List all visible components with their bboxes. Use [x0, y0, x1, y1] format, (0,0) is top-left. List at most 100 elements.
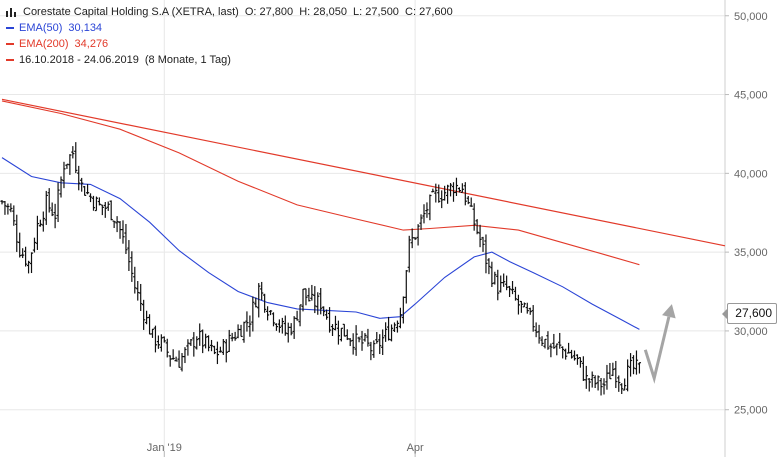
ohlc-bar — [575, 354, 580, 365]
y-tick-label: 45,000 — [734, 90, 768, 102]
x-tick-label: Jan '19 — [147, 442, 182, 454]
ohlc-bar — [360, 330, 364, 351]
ohlc-bar — [605, 364, 609, 390]
ohlc-values: O: 27,800 H: 28,050 L: 27,500 C: 27,600 — [244, 6, 453, 18]
ohlc-bar — [516, 294, 521, 315]
y-tick-label: 30,000 — [734, 326, 768, 338]
ohlc-bar — [614, 360, 618, 389]
ohlc-bar — [103, 202, 107, 218]
ohlc-bar — [561, 346, 565, 359]
ohlc-bar — [74, 142, 78, 174]
ohlc-bar — [268, 310, 273, 316]
ohlc-bar — [398, 307, 402, 329]
ohlc-bar — [183, 347, 187, 364]
ohlc-bar — [558, 332, 562, 349]
ohlc-bar — [286, 322, 290, 343]
ohlc-bar — [522, 302, 526, 308]
ohlc-bar — [404, 270, 408, 304]
ohlc-bar — [384, 322, 388, 342]
ohlc-bar — [443, 185, 447, 201]
ohlc-bar — [389, 324, 394, 342]
ohlc-bar — [599, 377, 603, 396]
ohlc-bar — [481, 236, 485, 252]
ohlc-bar — [115, 216, 119, 233]
ohlc-bar — [626, 359, 630, 392]
ohlc-bar — [451, 182, 456, 202]
ohlc-bar — [448, 183, 453, 197]
ohlc-bar — [469, 197, 473, 207]
ohlc-bar — [94, 196, 99, 212]
ohlc-bar — [348, 338, 352, 347]
ohlc-bar — [519, 300, 523, 313]
ohlc-bar — [345, 329, 349, 341]
ohlc-bar — [386, 316, 391, 341]
ohlc-bar — [325, 309, 329, 320]
ohlc-bar — [254, 297, 258, 308]
ohlc-bar — [265, 306, 270, 321]
ohlc-bar — [413, 237, 417, 240]
ohlc-bar — [0, 200, 4, 205]
ohlc-bar — [212, 345, 217, 355]
ohlc-bar — [569, 349, 574, 359]
ohlc-bar — [77, 165, 81, 191]
ohlc-bar — [133, 266, 137, 294]
ohlc-bar — [71, 146, 75, 159]
ohlc-bar — [369, 341, 373, 361]
ohlc-bar — [608, 362, 612, 380]
ohlc-bar — [602, 378, 606, 395]
ohlc-bar — [484, 234, 488, 274]
ohlc-bar — [540, 336, 544, 347]
x-axis: Jan '19 Apr — [147, 442, 424, 457]
ohlc-bar — [142, 299, 146, 330]
ohlc-bar — [26, 260, 31, 274]
ohlc-bar — [139, 283, 143, 311]
ohlc-bar — [593, 375, 597, 389]
ohlc-bar — [189, 338, 193, 346]
ema50-value: 30,134 — [68, 22, 103, 34]
ohlc-bar — [378, 334, 382, 355]
ohlc-bar — [634, 350, 639, 375]
ohlc-bar — [490, 261, 494, 287]
ohlc-bar — [496, 269, 500, 301]
ohlc-bar — [301, 288, 305, 312]
ohlc-bar — [85, 184, 90, 195]
ohlc-bar — [507, 285, 512, 298]
ohlc-bar — [150, 328, 155, 338]
ohlc-bar — [289, 323, 293, 336]
ohlc-bar — [531, 305, 535, 332]
ohlc-bar — [130, 251, 134, 282]
ohlc-bar — [543, 338, 547, 349]
instrument-title: Corestate Capital Holding S.A (XETRA, la… — [23, 6, 239, 18]
ohlc-bar — [472, 203, 476, 231]
ohlc-bar — [109, 200, 113, 221]
ohlc-bar — [437, 184, 441, 203]
ohlc-bar — [251, 296, 255, 332]
ohlc-bar — [174, 356, 178, 362]
ohlc-bar — [611, 362, 615, 377]
ohlc-bar — [106, 201, 110, 211]
ohlc-bar — [192, 332, 196, 357]
ohlc-bar — [221, 338, 225, 355]
ohlc-bar — [29, 252, 34, 274]
ohlc-bar — [617, 375, 621, 392]
ohlc-bar — [295, 310, 299, 321]
ohlc-bar — [454, 177, 459, 197]
ema200-value: 34,276 — [74, 38, 109, 50]
ohlc-bar — [162, 336, 166, 343]
ohlc-bar — [534, 322, 538, 338]
ohlc-bar — [62, 161, 66, 189]
ohlc-bar — [466, 196, 470, 205]
ohlc-bar — [21, 248, 25, 259]
ohlc-bar — [156, 335, 161, 349]
ohlc-bar — [3, 201, 7, 215]
period-length: (8 Monate, 1 Tag) — [144, 54, 231, 66]
ohlc-bar — [91, 195, 96, 211]
ohlc-bar — [549, 343, 553, 358]
ohlc-bar — [463, 182, 467, 206]
ohlc-bar — [283, 315, 287, 336]
ohlc-bar — [80, 177, 84, 192]
ohlc-bars — [0, 142, 642, 396]
ohlc-bar — [201, 329, 205, 354]
ema50-label: EMA(50) — [19, 22, 63, 34]
ohlc-bar — [316, 292, 320, 315]
